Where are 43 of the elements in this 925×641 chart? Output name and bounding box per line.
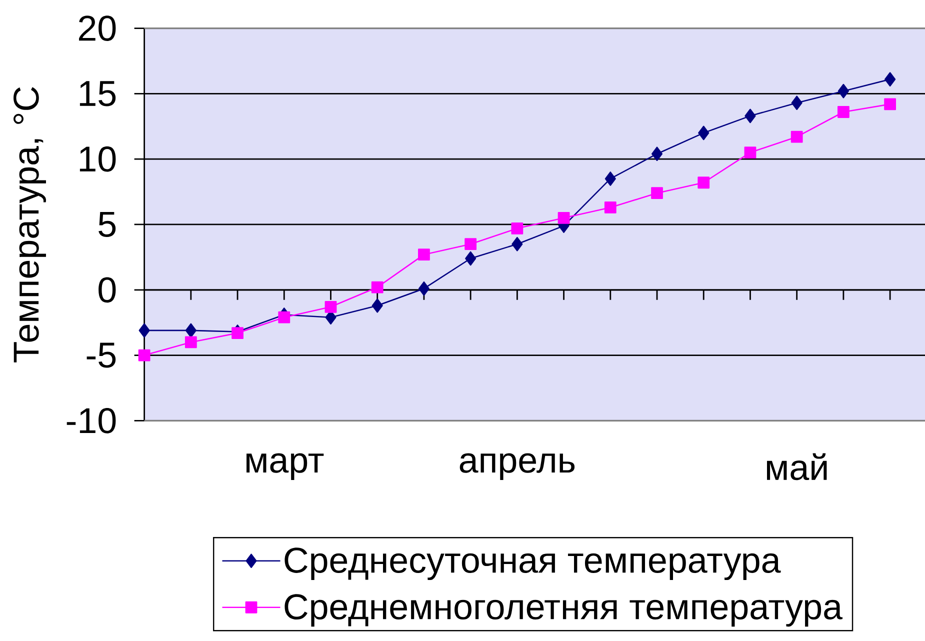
point: [698, 176, 710, 189]
point: [884, 98, 896, 110]
point: [511, 222, 524, 234]
y-tick-label: 10: [80, 146, 116, 172]
point: [558, 212, 570, 224]
point: [184, 336, 197, 348]
point: [651, 146, 663, 162]
legend-label: Среднесуточная температура: [284, 548, 781, 580]
point: [884, 72, 896, 86]
point: [651, 187, 663, 200]
point: [744, 146, 756, 158]
point: [138, 349, 150, 362]
point: [324, 300, 337, 313]
point: [698, 126, 710, 140]
y-tick-label: 20: [79, 16, 116, 41]
y-tick-label: -5: [86, 342, 116, 368]
legend-label: Среднемноголетняя температура: [284, 594, 842, 627]
x-tick-label: май: [767, 453, 827, 480]
y-tick-label: 15: [80, 81, 116, 106]
point: [372, 298, 383, 313]
point: [278, 311, 290, 324]
x-tick-label: апрель: [460, 453, 575, 480]
point: [837, 106, 850, 118]
point: [371, 281, 384, 294]
point: [185, 323, 196, 338]
point: [464, 238, 477, 250]
y-tick-label: -10: [66, 408, 116, 434]
y-axis-title: Температура, °C: [14, 87, 46, 362]
y-tick-label: 5: [98, 212, 116, 237]
point: [604, 172, 616, 186]
y-tick-label: 0: [98, 277, 116, 303]
point: [138, 323, 150, 338]
point: [232, 327, 244, 339]
point: [604, 202, 616, 214]
point: [838, 84, 849, 98]
point: [790, 130, 803, 143]
point: [465, 251, 476, 266]
x-tick-label: март: [246, 453, 324, 480]
point: [744, 108, 756, 124]
point: [418, 248, 430, 261]
point: [512, 236, 523, 252]
point: [418, 281, 430, 296]
point: [791, 96, 802, 110]
